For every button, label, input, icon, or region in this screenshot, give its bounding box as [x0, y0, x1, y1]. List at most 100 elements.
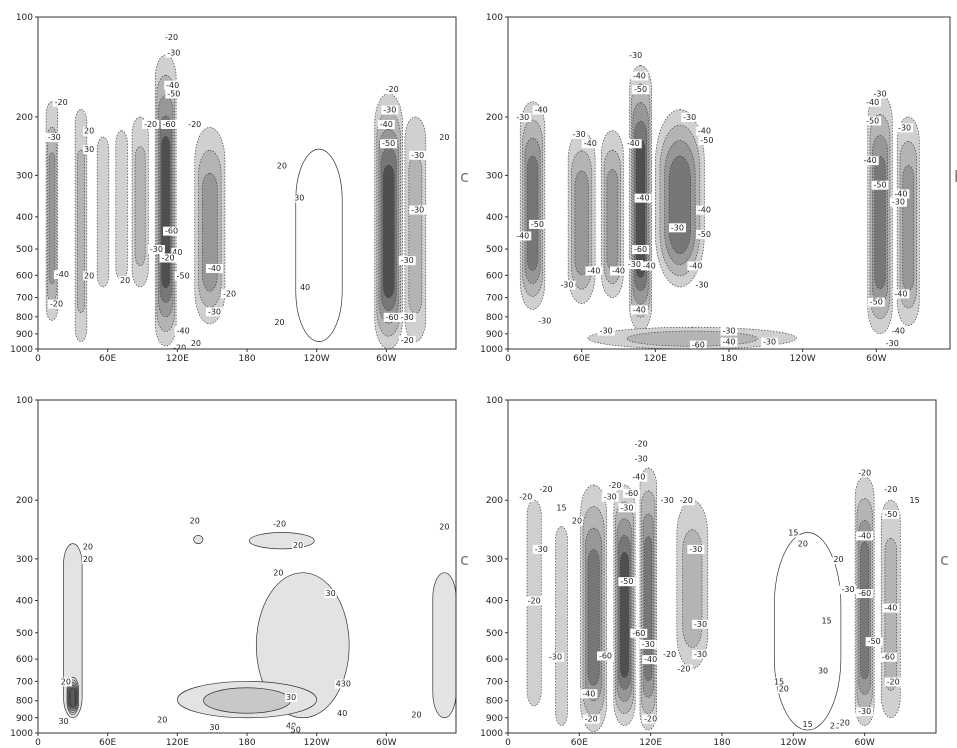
contour-label-bg [632, 454, 650, 464]
contour-label: -20 [884, 485, 897, 494]
contour-label: 20 [293, 541, 303, 550]
contour-label: -30 [892, 198, 905, 207]
contour-label-bg [163, 226, 181, 236]
contour-label-bg [882, 603, 900, 613]
x-tick-label: 0 [35, 354, 41, 364]
y-tick-label: 800 [486, 697, 503, 707]
contour-label: -60 [858, 589, 871, 598]
contour-label-bg [639, 639, 657, 649]
contour-label: -30 [48, 133, 61, 142]
x-tick-label: 0 [505, 354, 511, 364]
contour-label-bg [625, 260, 643, 270]
contour-label-bg [514, 112, 532, 122]
contour-label-bg [658, 496, 676, 506]
contour-label: 20 [439, 523, 449, 532]
contour-label-bg [165, 48, 183, 58]
contour-label: -30 [535, 545, 548, 554]
contour-label-bg [720, 326, 738, 336]
y-tick-label: 200 [16, 113, 33, 123]
contour-region [668, 155, 691, 254]
contour-label: 20 [190, 516, 200, 525]
contour-region [635, 139, 646, 278]
x-tick-label: 60E [573, 354, 590, 364]
contour-label: -20 [644, 715, 657, 724]
contour-label-bg [409, 205, 427, 215]
contour-label: -20 [635, 439, 648, 448]
x-tick-label: 60E [571, 738, 588, 748]
contour-label: 15 [556, 503, 566, 512]
y-tick-label: 500 [16, 629, 33, 639]
contour-region [526, 155, 539, 271]
panel-letter: c [940, 550, 949, 569]
chart-panel: -20-302030-40-202020-20-30-20-30-40-50-6… [10, 13, 469, 364]
contour-label-bg [861, 156, 879, 166]
contour-label-bg [606, 481, 624, 491]
contour-label: -40 [698, 127, 711, 136]
y-tick-label: 100 [16, 396, 33, 406]
contour-region [408, 155, 423, 314]
contour-label: -20 [837, 719, 850, 728]
contour-label: -30 [620, 503, 633, 512]
contour-label: -30 [538, 316, 551, 325]
contour-label: -20 [386, 85, 399, 94]
contour-label-bg [642, 714, 660, 724]
contour-label: -40 [864, 156, 877, 165]
x-tick-label: 120W [304, 354, 330, 364]
contour-label: 15 [788, 529, 798, 538]
contour-label: -30 [167, 49, 180, 58]
contour-label-bg [864, 97, 882, 107]
contour-label: -60 [634, 245, 647, 254]
x-tick-label: 120W [304, 738, 330, 748]
contour-label: -40 [858, 531, 871, 540]
contour-label-bg [398, 336, 416, 346]
contour-label-bg [525, 596, 543, 606]
contour-label: -30 [635, 455, 648, 464]
contour-label: -40 [698, 205, 711, 214]
contour-label-bg [661, 650, 679, 660]
contour-label-bg [856, 589, 874, 599]
contour-label-bg [630, 472, 648, 482]
contour-region [874, 156, 886, 290]
contour-label: -20 [540, 485, 553, 494]
contour-label-bg [582, 714, 600, 724]
contour-label: -40 [380, 120, 393, 129]
contour-label: 30 [286, 693, 296, 702]
contour-label-bg [83, 126, 96, 136]
contour-label: -30 [604, 493, 617, 502]
contour-label-bg [879, 652, 897, 662]
contour-region [203, 687, 291, 714]
contour-label-bg [164, 80, 182, 90]
contour-region [96, 136, 110, 288]
contour-label-bg [45, 133, 63, 143]
contour-label-bg [160, 119, 178, 129]
contour-label-bg [171, 343, 189, 349]
contour-label-bg [839, 585, 857, 595]
contour-label-bg [398, 312, 416, 322]
contour-label: -50 [698, 230, 711, 239]
contour-label-bg [856, 531, 874, 541]
contour-label: -50 [873, 181, 886, 190]
contour-label-bg [292, 541, 305, 551]
contour-label: -50 [866, 117, 879, 126]
y-tick-label: 900 [16, 330, 33, 340]
contour-label-bg [159, 253, 177, 263]
contour-label: -30 [642, 640, 655, 649]
contour-label-bg [796, 539, 809, 549]
y-tick-label: 800 [486, 313, 503, 323]
x-tick-label: 60W [866, 354, 886, 364]
contour-label: -30 [763, 338, 776, 347]
contour-label: 40 [300, 283, 310, 292]
contour-label: -50 [531, 220, 544, 229]
contour-label: -20 [273, 520, 286, 529]
contour-label-bg [884, 677, 902, 687]
y-tick-label: 300 [16, 171, 33, 181]
contour-label: -20 [188, 120, 201, 129]
contour-region [682, 529, 703, 648]
contour-label-bg [687, 261, 705, 271]
contour-region [432, 572, 456, 719]
panel-letter: c [460, 550, 469, 569]
contour-label: -20 [162, 253, 175, 262]
contour-label-bg [820, 616, 833, 626]
contour-label-bg [271, 519, 289, 529]
